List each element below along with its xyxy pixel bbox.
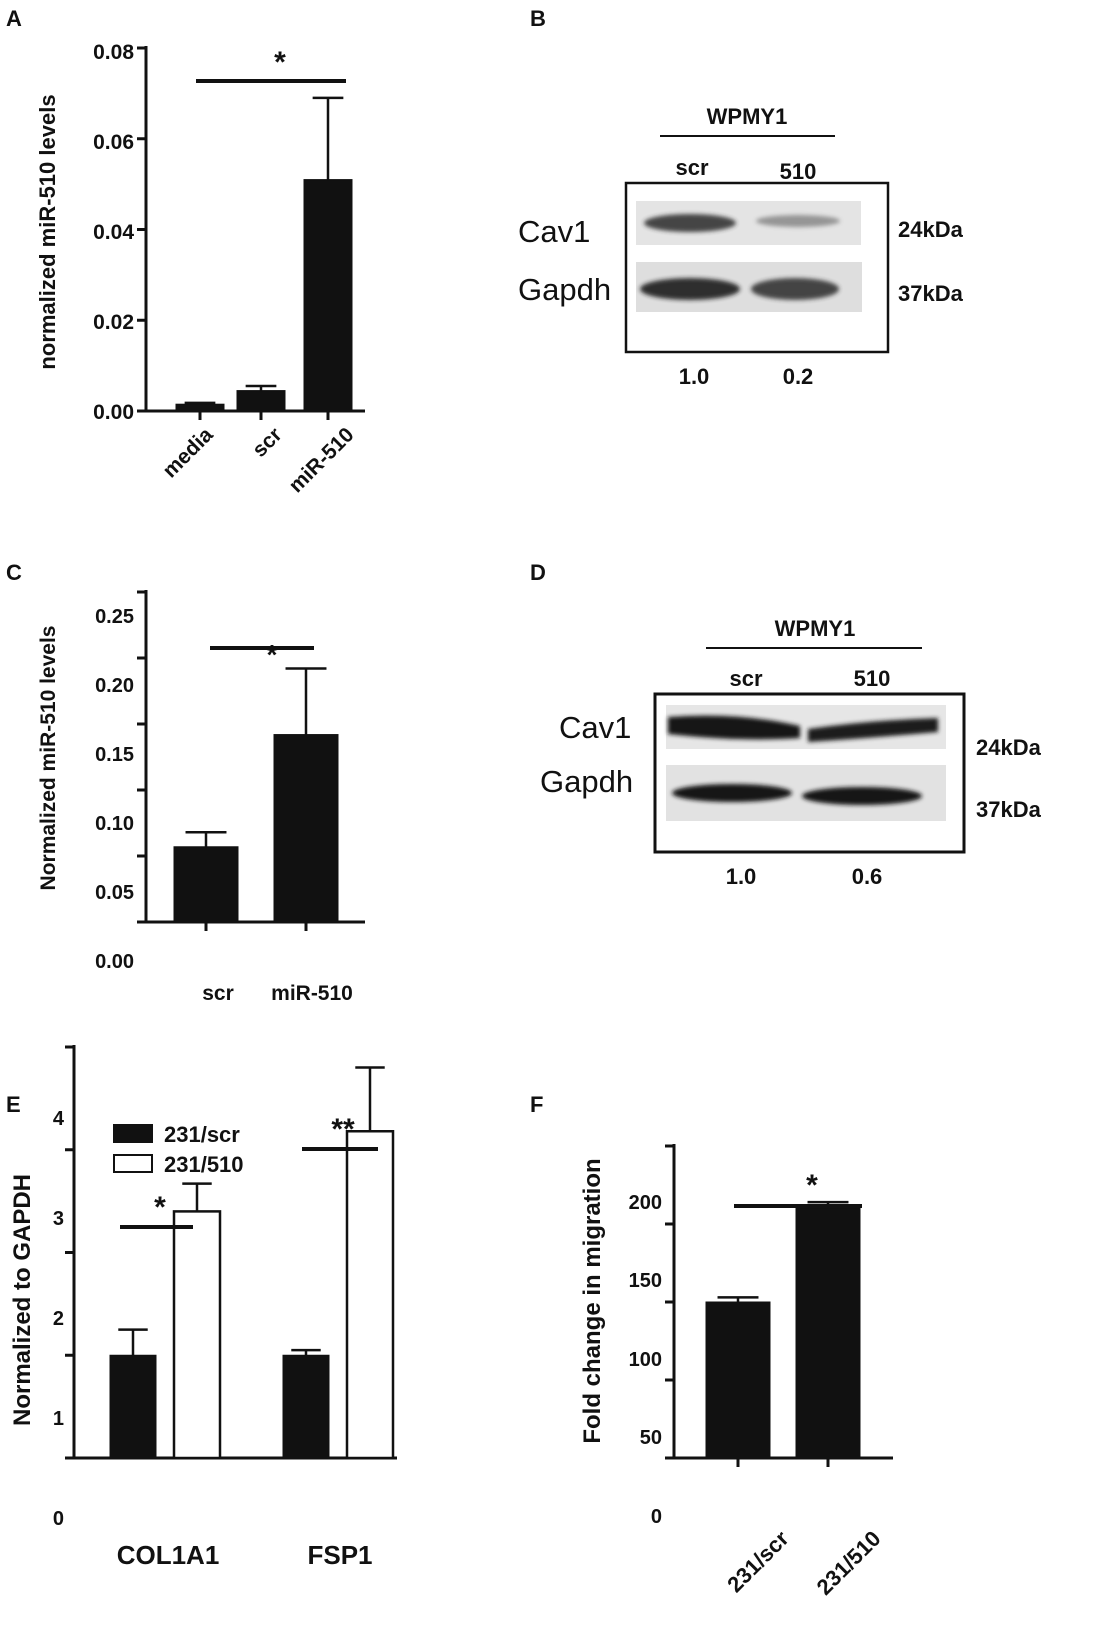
chart-f-ticks: 0 50 100 150 200 <box>629 1192 662 1528</box>
panel-letter-e: E <box>6 1092 21 1117</box>
chart-a-significance-star: * <box>274 46 286 79</box>
chart-c-ticks: 0.00 0.05 0.10 0.15 0.20 0.25 <box>95 606 134 973</box>
panel-letter-c: C <box>6 560 22 585</box>
chart-a-bar-scr <box>236 390 286 412</box>
chart-f-ytick-4: 200 <box>629 1192 662 1214</box>
chart-a-bar-miR-510 <box>303 179 353 412</box>
chart-c: Normalized miR-510 levels 0.00 0.05 0.10… <box>37 606 353 1005</box>
chart-e-legend: 231/scr 231/510 <box>113 1122 244 1177</box>
chart-e-legend-swatch-scr <box>113 1124 153 1143</box>
chart-c-ytick-2: 0.10 <box>95 813 134 835</box>
chart-c-bar-scr <box>173 846 239 923</box>
chart-e-xlabel-fsp1: FSP1 <box>307 1540 372 1570</box>
chart-c-ytick-0: 0.00 <box>95 951 134 973</box>
blot-d-band-gapdh-510 <box>802 787 922 805</box>
chart-a-ytick-4: 0.08 <box>93 41 134 64</box>
chart-e-ticks: 0 1 2 3 4 <box>53 1108 65 1530</box>
blot-d-quant-510: 0.6 <box>852 864 883 889</box>
panel-letter-d: D <box>530 560 546 585</box>
chart-f-ytick-0: 0 <box>651 1506 662 1528</box>
blot-d-frame <box>653 692 966 854</box>
chart-e-ytick-4: 4 <box>53 1108 65 1130</box>
chart-f-xlabel-510: 231/510 <box>812 1526 886 1600</box>
chart-a-ytick-2: 0.04 <box>93 221 134 244</box>
chart-a-ytick-3: 0.06 <box>93 131 134 154</box>
chart-e-legend-label-510: 231/510 <box>164 1152 244 1177</box>
blot-d-quant-scr: 1.0 <box>726 864 757 889</box>
blot-d-row-cav1: Cav1 <box>559 710 631 745</box>
chart-f-ytick-3: 150 <box>629 1270 662 1292</box>
blot-d-band-cav1-scr <box>668 715 800 740</box>
blot-b-band-cav1-510 <box>756 215 840 227</box>
blot-b-cell-line: WPMY1 <box>707 104 788 129</box>
chart-e-legend-label-scr: 231/scr <box>164 1122 240 1147</box>
blot-b-size-cav1: 24kDa <box>898 217 964 242</box>
blot-d-band-cav1-510 <box>808 718 938 742</box>
blot-b-band-cav1-scr <box>644 214 736 232</box>
chart-a-ticks: 0.00 0.02 0.04 0.06 0.08 <box>93 41 134 424</box>
chart-c-ytick-1: 0.05 <box>95 882 134 904</box>
chart-e-bar-FSP1-231-scr <box>282 1354 330 1459</box>
blot-b-row-gapdh: Gapdh <box>518 272 611 307</box>
chart-c-xlabel-scr: scr <box>202 982 234 1005</box>
panel-letter-b: B <box>530 6 546 31</box>
chart-f-bar-231-510 <box>795 1207 861 1459</box>
chart-f-bar-231-scr <box>705 1301 771 1459</box>
panel-letter-a: A <box>6 6 22 31</box>
chart-e-ytick-1: 1 <box>53 1408 64 1430</box>
chart-e-significance-col1a1: * <box>154 1191 166 1224</box>
chart-c-significance-star: * <box>267 639 278 670</box>
chart-e: Normalized to GAPDH 0 1 2 3 4 COL1A1 FSP… <box>9 1108 373 1570</box>
chart-c-ytick-5: 0.25 <box>95 606 134 628</box>
blot-b-lane-scr: scr <box>675 155 708 180</box>
blot-d-cell-line: WPMY1 <box>775 616 856 641</box>
chart-a-ylabel: normalized miR-510 levels <box>35 94 60 369</box>
chart-a-xlabels: media scr miR-510 <box>158 423 358 497</box>
chart-a-ytick-1: 0.02 <box>93 311 134 334</box>
panel-letter-f: F <box>530 1092 543 1117</box>
blot-b-quant-510: 0.2 <box>783 364 814 389</box>
chart-f-ytick-2: 100 <box>629 1349 662 1371</box>
chart-e-legend-swatch-510 <box>113 1154 153 1173</box>
blot-b-frame <box>624 181 890 354</box>
chart-e-ytick-0: 0 <box>53 1508 64 1530</box>
blot-b-size-gapdh: 37kDa <box>898 281 964 306</box>
chart-e-ylabel: Normalized to GAPDH <box>9 1174 36 1426</box>
chart-e-ytick-2: 2 <box>53 1308 64 1330</box>
chart-f-xlabel-scr: 231/scr <box>722 1526 794 1598</box>
blot-b-row-cav1: Cav1 <box>518 214 590 249</box>
chart-f-ytick-1: 50 <box>640 1427 662 1449</box>
chart-f-significance-star: * <box>806 1169 818 1202</box>
chart-c-ytick-3: 0.15 <box>95 744 134 766</box>
chart-e-ytick-3: 3 <box>53 1208 64 1230</box>
chart-c-ytick-4: 0.20 <box>95 675 134 697</box>
chart-e-xlabel-col1a1: COL1A1 <box>117 1540 220 1570</box>
blot-b-lane-510: 510 <box>780 159 817 184</box>
blot-d-lane-510: 510 <box>854 666 891 691</box>
chart-e-bar-COL1A1-231-510 <box>172 1210 222 1460</box>
chart-a-xlabel-mir510: miR-510 <box>284 423 358 497</box>
blot-b: WPMY1 scr 510 Cav1 Gapdh 24kDa 37kDa 1.0… <box>518 104 964 389</box>
chart-a-xlabel-scr: scr <box>248 423 287 462</box>
blot-d-row-gapdh: Gapdh <box>540 764 633 799</box>
chart-f-ylabel: Fold change in migration <box>579 1158 606 1443</box>
blot-d-size-gapdh: 37kDa <box>976 797 1042 822</box>
chart-e-bar-COL1A1-231-scr <box>109 1354 157 1459</box>
blot-b-band-gapdh-510 <box>751 278 839 300</box>
blot-d-band-gapdh-scr <box>672 784 792 802</box>
chart-a-bar-media <box>175 403 225 412</box>
blot-b-quant-scr: 1.0 <box>679 364 710 389</box>
blot-d-lane-scr: scr <box>729 666 762 691</box>
blot-b-band-gapdh-scr <box>640 278 740 300</box>
chart-c-ylabel: Normalized miR-510 levels <box>37 626 60 891</box>
chart-c-xlabel-mir510: miR-510 <box>271 982 353 1005</box>
blot-d-size-cav1: 24kDa <box>976 735 1042 760</box>
chart-a-ytick-0: 0.00 <box>93 401 134 424</box>
blot-d: WPMY1 scr 510 Cav1 Gapdh 24kDa 37kDa 1.0… <box>540 616 1042 889</box>
chart-c-bar-miR-510 <box>273 734 339 923</box>
chart-e-bar-FSP1-231-510 <box>345 1130 395 1460</box>
chart-a-xlabel-media: media <box>158 423 217 482</box>
